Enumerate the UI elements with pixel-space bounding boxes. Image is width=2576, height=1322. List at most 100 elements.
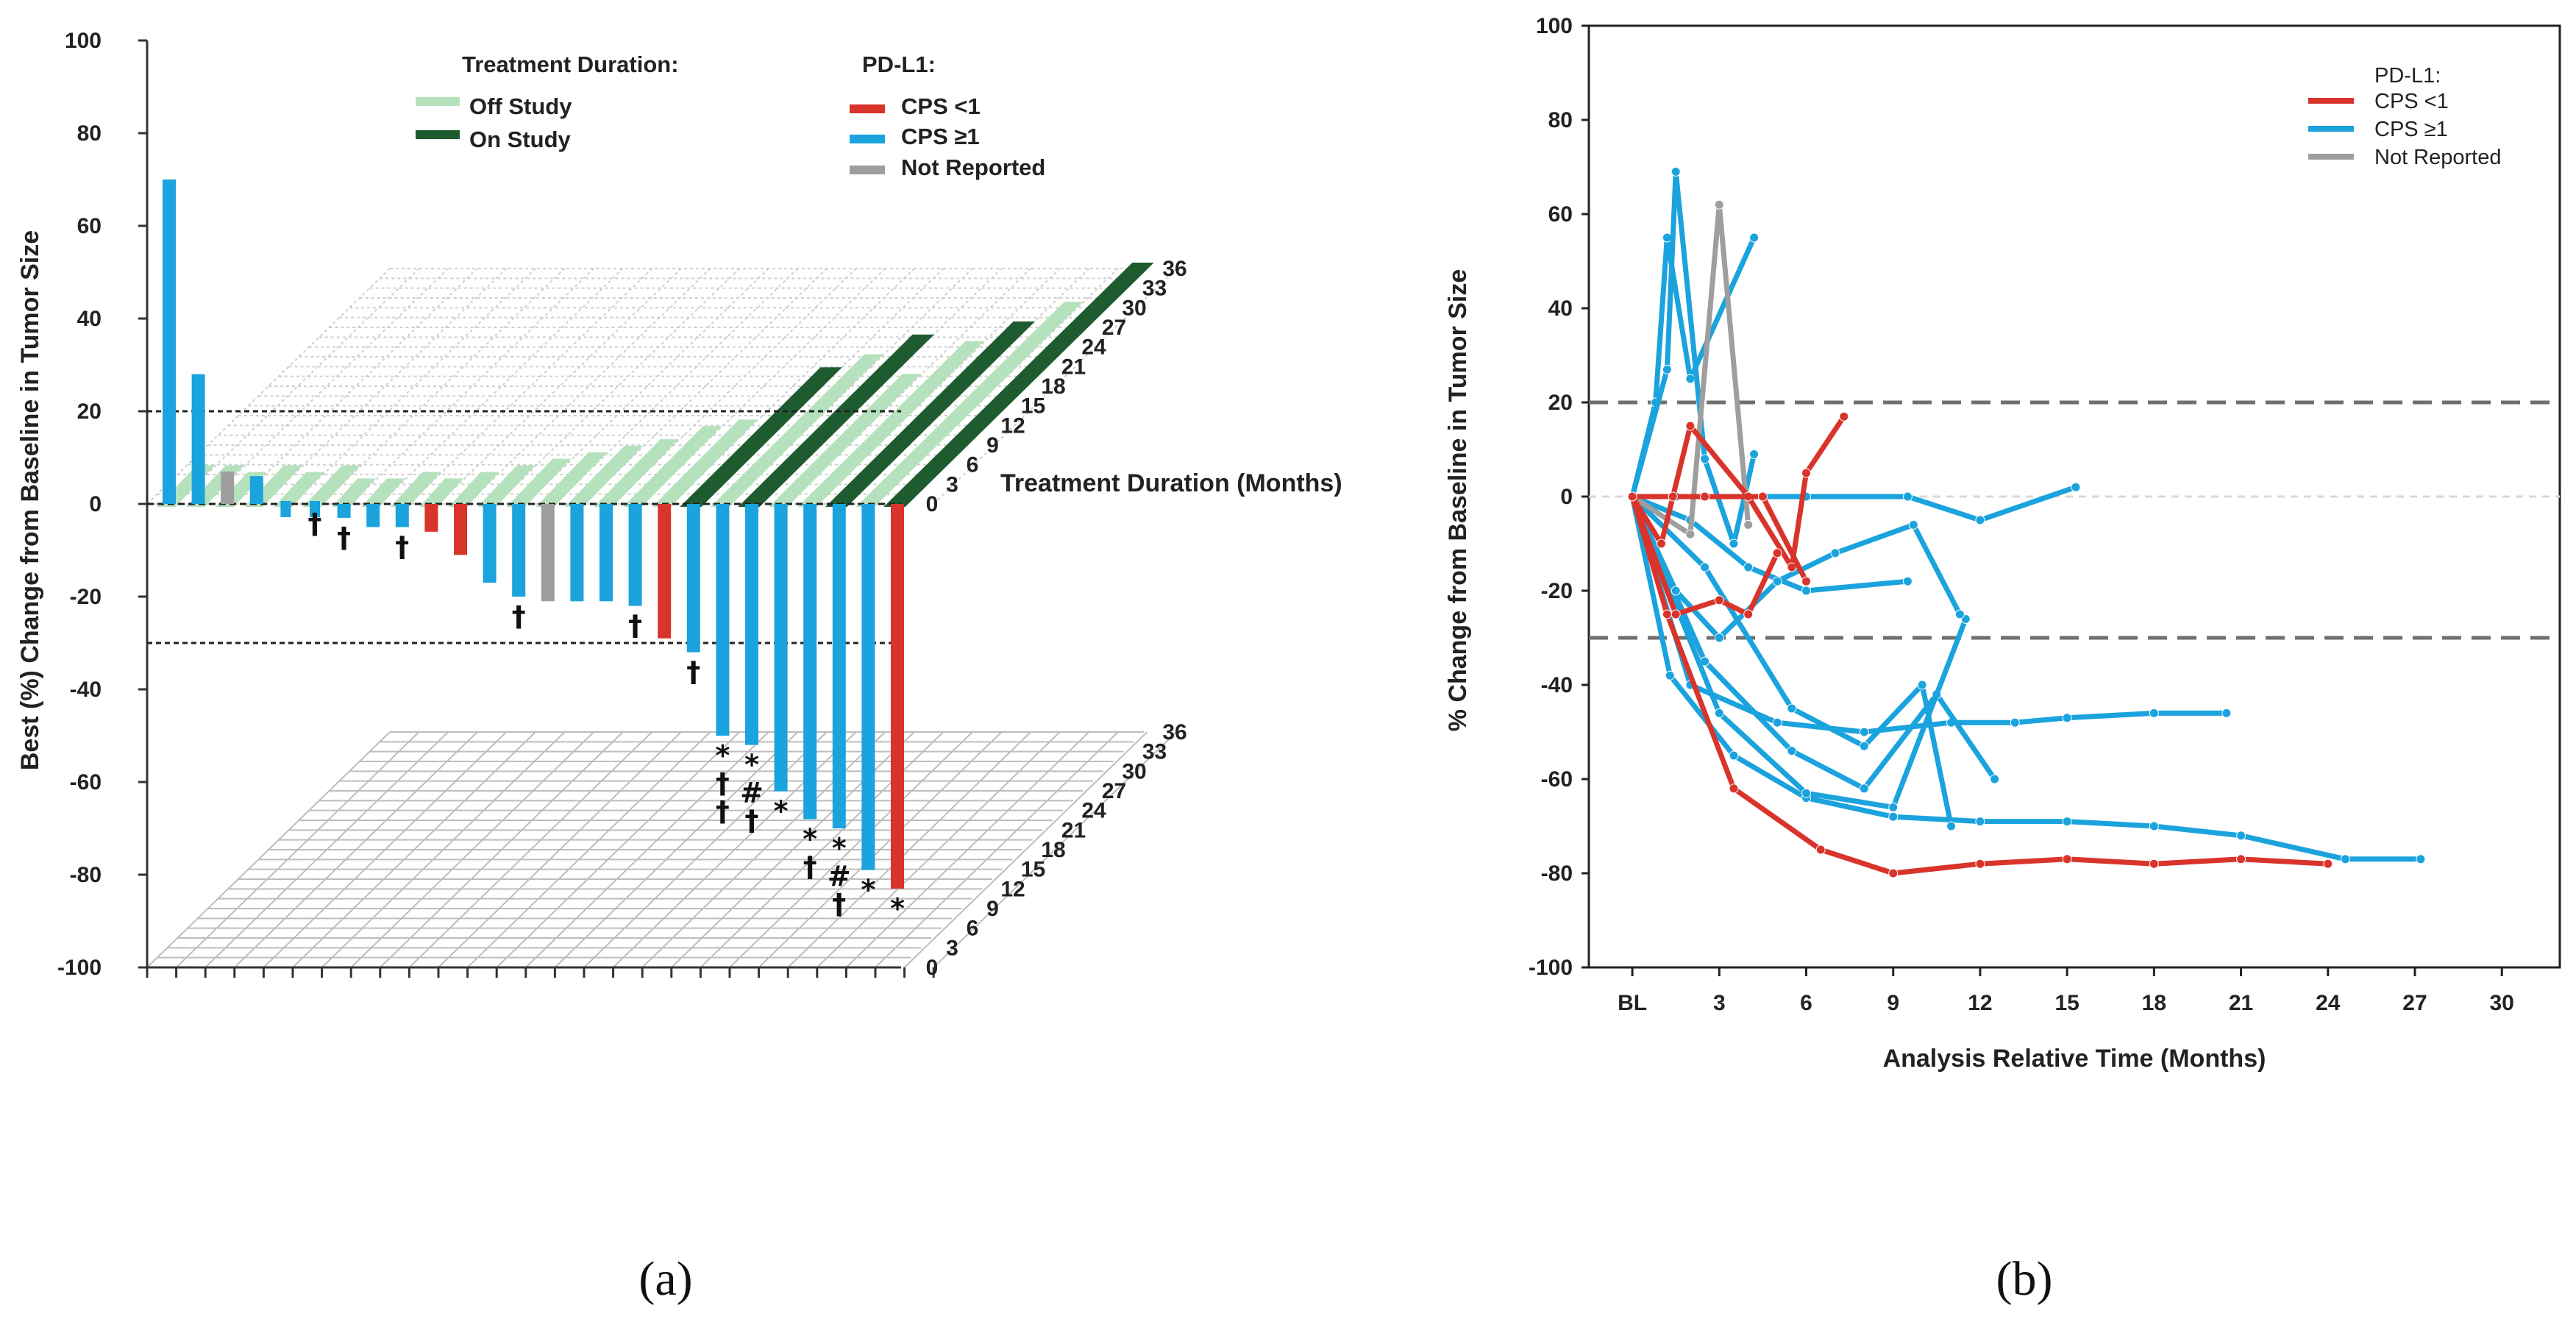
- duration-tick-label-floor: 27: [1102, 779, 1126, 803]
- cps-ge1-patient-line-point: [1908, 519, 1918, 530]
- panel-b-y-tick-label: -100: [1529, 956, 1573, 980]
- cps-ge1-patient-line-point: [1749, 449, 1760, 459]
- duration-tick-label-floor: 30: [1122, 759, 1146, 783]
- y-tick-label: -80: [70, 863, 102, 887]
- cps-ge1-patient-line-point: [1859, 741, 1869, 751]
- y-tick-label: -60: [70, 770, 102, 795]
- y-tick-label: 0: [89, 492, 102, 516]
- tumor-change-bar: [221, 471, 235, 504]
- cps-ge1-patient-line: [1629, 494, 1998, 792]
- tumor-change-bar: [599, 504, 613, 602]
- panel-b-y-axis-label: % Change from Baseline in Tumor Size: [1444, 269, 1472, 732]
- duration-tick-label-floor: 0: [926, 956, 939, 980]
- off-study-duration-bar: [419, 478, 463, 507]
- cps-lt1-patient-line-point: [2236, 854, 2246, 864]
- cps-ge1-patient-line-point: [1700, 562, 1710, 572]
- cps-ge1-patient-line-point: [1714, 708, 1724, 718]
- duration-tick-label-back: 18: [1041, 374, 1065, 399]
- cps-ge1-patient-line-point: [2062, 713, 2072, 723]
- not-reported-patient-line-point: [1743, 519, 1754, 530]
- floor-grid-line: [263, 731, 508, 968]
- cps-ge1-patient-line-point: [2221, 708, 2232, 718]
- cps-lt1-patient-line-point: [2149, 859, 2159, 869]
- tumor-change-bar-stub: [310, 501, 320, 517]
- cps-ge1-patient-line-point: [1830, 548, 1840, 558]
- cps-ge1-patient-line-point: [1902, 576, 1913, 586]
- bar-annotation-mark: †: [308, 508, 322, 540]
- cps-ge1-patient-line-point: [2149, 708, 2159, 718]
- panel-b-y-tick-label: -60: [1541, 767, 1573, 792]
- bar-annotation-mark: †: [745, 805, 759, 837]
- duration-tick-label-back: 24: [1081, 335, 1106, 360]
- duration-tick-label-floor: 18: [1041, 838, 1065, 862]
- duration-tick-label-back: 12: [1000, 413, 1025, 438]
- tumor-change-bar: [512, 504, 526, 597]
- panel-a-y-axis-label: Best (%) Change from Baseline in Tumor S…: [16, 230, 44, 770]
- cps-ge1-patient-line-point: [1888, 802, 1899, 812]
- cps-lt1-patient-line-point: [1729, 783, 1739, 794]
- bar-annotation-mark: †: [686, 656, 700, 689]
- cps-ge1-patient-line-point: [1787, 746, 1797, 756]
- not-reported-patient-line-point: [1714, 199, 1724, 210]
- panel-b-x-tick-label: 9: [1887, 991, 1899, 1015]
- cps-lt1-patient-line-point: [1839, 411, 1849, 422]
- tumor-change-bar: [249, 476, 263, 504]
- cps-ge1-patient-line-point: [1787, 703, 1797, 714]
- not-reported-label: Not Reported: [901, 154, 1045, 180]
- y-tick-label: 80: [77, 121, 102, 146]
- floor-grid-line: [380, 731, 624, 968]
- y-tick-label: -100: [57, 956, 102, 980]
- panel-b-cps-ge1-label: CPS ≥1: [2374, 118, 2448, 141]
- cps-lt1-patient-line-point: [1815, 845, 1826, 855]
- y-tick-label: -20: [70, 585, 102, 609]
- cps-ge1-patient-line: [1629, 168, 1757, 547]
- bar-annotation-mark: *: [744, 749, 759, 781]
- panel-b-x-tick-label: 18: [2142, 991, 2166, 1015]
- duration-tick-label-back: 15: [1021, 394, 1045, 419]
- cps-lt1-patient-line-point: [1627, 491, 1637, 502]
- duration-tick-label-floor: 3: [946, 936, 958, 960]
- cps-lt1-patient-line-point: [1714, 595, 1724, 605]
- duration-tick-label-floor: 6: [967, 917, 979, 941]
- bar-annotation-mark: †: [337, 522, 351, 554]
- cps-ge1-patient-line-point: [2340, 854, 2350, 864]
- bar-annotation-mark: *: [715, 739, 730, 772]
- on-study-label: On Study: [469, 127, 572, 152]
- floor-grid-line: [525, 731, 769, 968]
- cps-ge1-patient-line-point: [1902, 491, 1913, 502]
- panel-b-x-tick-label: 30: [2490, 991, 2514, 1015]
- floor-grid-line: [816, 731, 1061, 968]
- floor-grid-line: [438, 731, 682, 968]
- duration-tick-label-back: 0: [926, 492, 939, 516]
- duration-tick-label-back: 6: [967, 453, 979, 477]
- cps-lt1-patient-line: [1629, 494, 2331, 876]
- cps-ge1-patient-line-point: [1671, 586, 1681, 596]
- tumor-change-bar: [366, 504, 380, 527]
- tumor-change-bar: [337, 504, 351, 518]
- cps-ge1-patient-line-point: [1946, 821, 1957, 831]
- tumor-change-bar: [803, 504, 817, 820]
- bar-annotation-mark: *: [832, 832, 847, 864]
- panel-b-legend-title: PD-L1:: [2374, 64, 2441, 88]
- cps-ge1-label: CPS ≥1: [901, 124, 980, 149]
- bar-annotation-mark: #: [828, 860, 851, 892]
- cps-ge1-patient-line-point: [1801, 788, 1812, 798]
- y-tick-label: 40: [77, 307, 102, 331]
- cps-ge1-patient-line-point: [2071, 482, 2081, 492]
- floor-grid-line: [496, 731, 740, 968]
- panel-a-waterfall-chart: † † †† ††*††*#† **†*#† ** 100806040200-20-40-…: [16, 29, 1342, 1306]
- off-study-swatch: [416, 97, 460, 106]
- cps-ge1-patient-line-point: [1749, 232, 1760, 243]
- cps-ge1-patient-line-point: [1700, 454, 1710, 464]
- tumor-change-bar: [686, 504, 700, 653]
- duration-tick-label-back: 9: [986, 433, 999, 458]
- cps-lt1-patient-line-point: [1801, 468, 1812, 478]
- tumor-change-bar: [658, 504, 672, 639]
- floor-grid-line: [350, 731, 594, 968]
- off-study-duration-bar: [332, 478, 377, 507]
- y-tick-label: 100: [65, 29, 102, 53]
- bar-annotation-mark: †: [512, 600, 526, 633]
- duration-tick-label-back: 27: [1102, 316, 1126, 340]
- duration-tick-label-floor: 24: [1081, 799, 1106, 823]
- panel-b-y-tick-label: -40: [1541, 673, 1573, 697]
